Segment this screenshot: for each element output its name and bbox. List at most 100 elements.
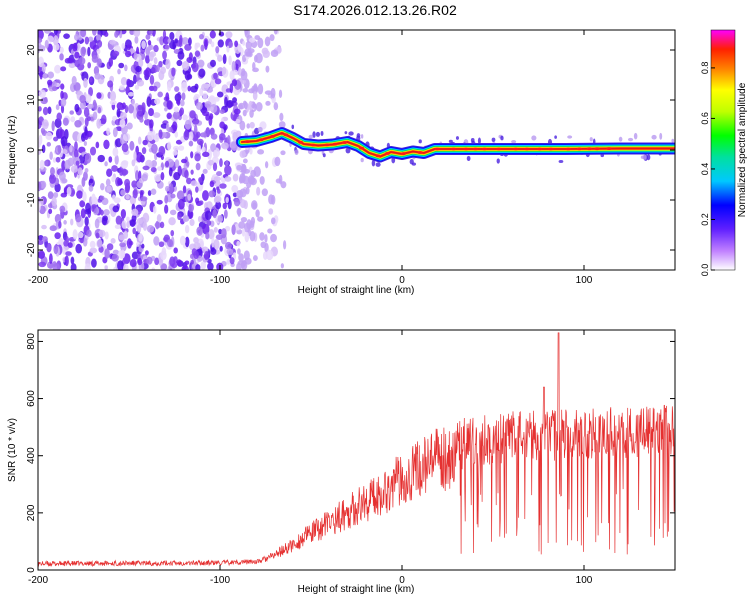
noise-blob [89,240,96,249]
noise-blob [118,62,125,69]
spectrogram-xtick-label: 100 [576,275,593,286]
noise-blob [44,39,49,49]
noise-blob [195,186,199,193]
noise-blob [82,237,88,247]
snr-series [38,332,675,568]
noise-blob [121,143,129,153]
noise-blob [217,214,224,223]
noise-blob [219,121,226,129]
noise-blob [236,207,242,216]
noise-blob [83,141,87,146]
noise-blob [57,145,62,154]
ridge-knot [244,140,250,144]
noise-blob [177,198,185,210]
noise-blob [204,39,208,51]
noise-blob [150,188,157,195]
noise-blob [238,66,242,76]
noise-blob [252,255,258,261]
noise-blob [219,245,223,252]
noise-blob [216,171,223,177]
ridge-knot [310,143,316,147]
noise-blob [133,151,137,161]
noise-blob [69,110,75,115]
noise-blob [181,37,189,45]
ridge-knot [548,147,554,151]
noise-blob [184,236,190,248]
noise-blob [164,160,170,168]
noise-blob [54,118,62,128]
noise-blob [80,30,87,38]
noise-blob [183,130,190,141]
noise-blob [151,143,158,154]
noise-blob [73,148,79,159]
noise-blob [146,256,153,265]
noise-blob [182,114,188,121]
noise-blob [279,112,284,122]
ridge-knot [270,135,276,138]
noise-blob [411,162,417,166]
snr-plot: -200 -100 0 100 0 200 400 600 800 Height of stra… [7,329,676,595]
noise-blob [149,74,155,85]
noise-blob [82,191,87,202]
noise-blob [260,241,267,249]
noise-blob [126,216,130,222]
noise-blob [60,136,68,147]
noise-blob [127,103,135,114]
noise-blob [204,101,212,109]
noise-blob [177,50,185,60]
ridge-knot [524,147,530,151]
noise-blob [182,185,187,194]
noise-blob [124,64,128,72]
noise-blob [141,147,147,155]
noise-blob [64,255,69,267]
noise-blob [158,145,166,156]
noise-blob [148,52,154,62]
noise-blob [193,124,198,135]
noise-blob [511,140,517,144]
noise-blob [98,229,106,238]
noise-blob [113,197,121,204]
ridge-knot [586,147,592,151]
noise-blob [55,104,60,111]
noise-blob [179,107,185,116]
noise-blob [312,131,316,138]
ridge-knot [385,152,391,155]
noise-blob [202,92,208,100]
noise-blob [120,249,125,259]
noise-blob [156,214,162,223]
noise-blob [131,180,138,188]
noise-blob [360,157,364,163]
noise-blob [135,170,140,181]
noise-blob [210,103,218,114]
noise-blob [239,172,246,184]
noise-blob [147,190,152,196]
noise-blob [243,222,251,233]
noise-blob [215,201,222,210]
noise-blob [131,251,139,260]
noise-blob [109,91,117,102]
noise-blob [207,148,212,160]
noise-blob [133,52,138,61]
noise-blob [96,34,102,42]
noise-blob [171,263,178,269]
noise-blob [226,45,230,53]
noise-blob [47,79,53,86]
noise-blob [268,208,274,215]
noise-blob [210,59,216,68]
noise-blob [136,241,140,247]
noise-blob [148,119,154,129]
noise-blob [150,166,157,173]
noise-blob [119,242,126,248]
noise-blob [147,40,152,46]
noise-blob [111,176,116,183]
noise-blob [247,88,255,94]
noise-blob [187,37,192,46]
noise-blob [195,131,201,139]
noise-blob [267,228,273,234]
noise-blob [254,35,261,40]
noise-blob [100,209,104,216]
noise-blob [225,31,233,39]
noise-blob [48,173,56,184]
noise-blob [38,89,47,98]
